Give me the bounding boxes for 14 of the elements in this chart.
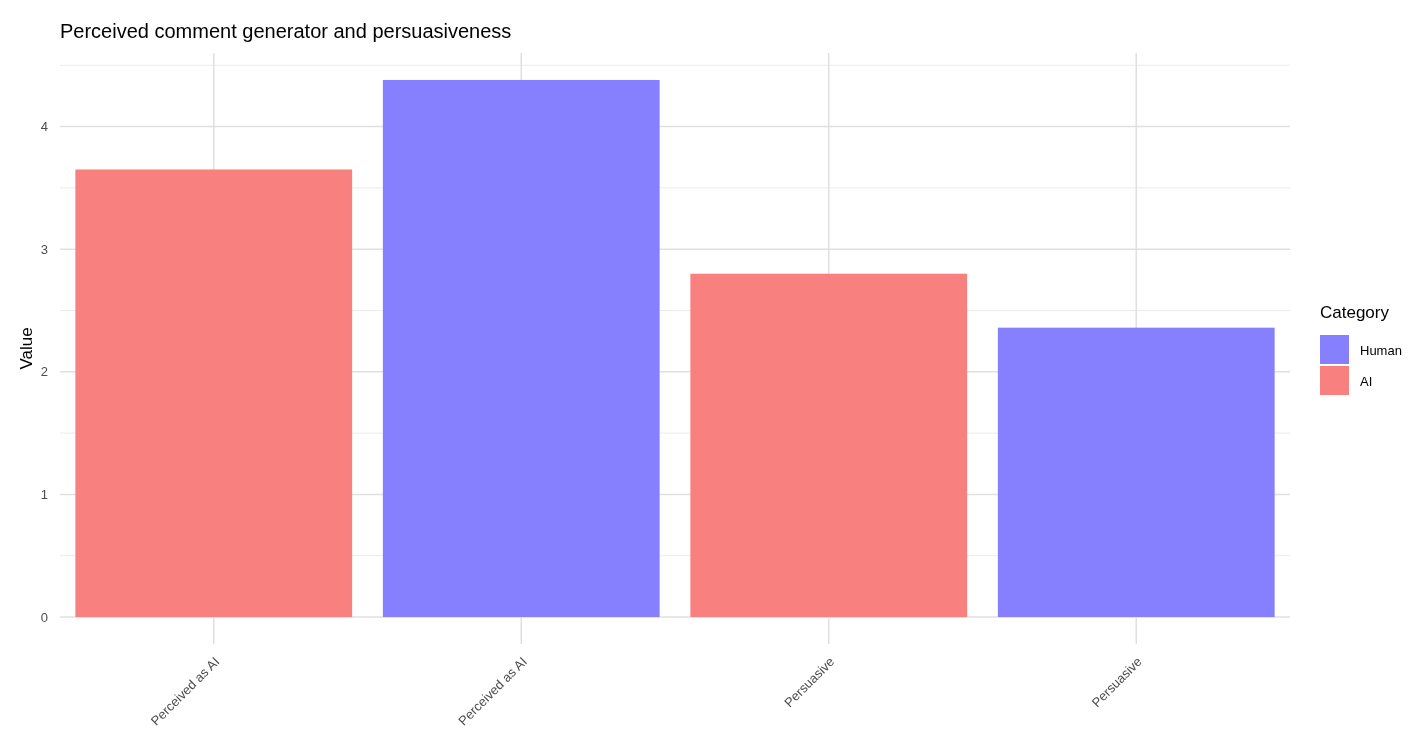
y-tick-label: 0: [40, 609, 48, 625]
legend-label: AI: [1360, 373, 1373, 389]
bar: [997, 327, 1275, 618]
bar: [382, 79, 660, 618]
chart-title: Perceived comment generator and persuasiveness: [60, 20, 512, 42]
y-tick-label: 2: [40, 364, 48, 380]
y-tick-label: 4: [40, 119, 48, 135]
bar: [75, 169, 353, 618]
legend-title: Category: [1320, 303, 1390, 322]
y-axis-title: Value: [17, 327, 36, 370]
y-tick-label: 3: [40, 241, 48, 257]
bar: [690, 273, 968, 618]
legend-label: Human: [1360, 342, 1402, 358]
y-tick-label: 1: [40, 486, 48, 502]
